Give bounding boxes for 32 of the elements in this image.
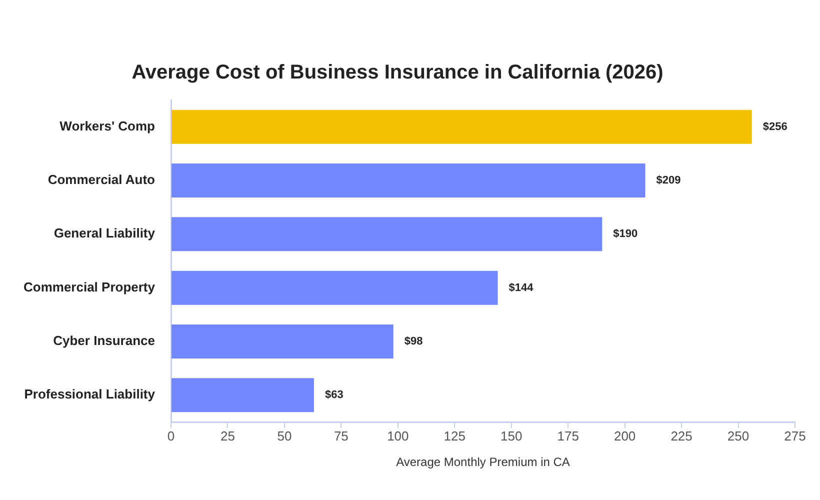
x-tick-label: 100 bbox=[387, 428, 409, 444]
x-tick-label: 75 bbox=[334, 428, 348, 444]
y-tick-label: General Liability bbox=[54, 226, 156, 241]
x-tick-label: 150 bbox=[500, 428, 522, 444]
x-tick-label: 200 bbox=[614, 428, 636, 444]
y-tick-label: Professional Liability bbox=[24, 386, 156, 402]
bar bbox=[172, 378, 314, 412]
bar bbox=[172, 164, 646, 198]
data-label: $144 bbox=[508, 282, 534, 294]
x-tick-label: 0 bbox=[167, 428, 175, 444]
x-tick-label: 50 bbox=[277, 428, 292, 444]
x-tick-label: 225 bbox=[670, 428, 692, 444]
x-tick-label: 175 bbox=[557, 428, 579, 444]
data-label: $209 bbox=[656, 174, 681, 187]
x-axis-title: Average Monthly Premium in CA bbox=[396, 455, 570, 470]
bar bbox=[172, 270, 498, 305]
x-tick-label: 275 bbox=[784, 428, 806, 444]
data-label: $98 bbox=[404, 336, 423, 348]
bar bbox=[172, 324, 394, 358]
data-label: $63 bbox=[324, 389, 344, 402]
data-label: $256 bbox=[762, 120, 788, 133]
data-label: $190 bbox=[613, 228, 638, 240]
x-tick-label: 250 bbox=[727, 428, 750, 444]
chart-title: Average Cost of Business Insurance in California (2026) bbox=[132, 62, 664, 84]
y-tick-label: Commercial Auto bbox=[48, 172, 156, 188]
bar bbox=[172, 217, 602, 252]
y-tick-label: Workers' Comp bbox=[60, 118, 156, 134]
bar bbox=[172, 110, 752, 144]
x-tick-label: 25 bbox=[220, 428, 235, 444]
y-tick-label: Cyber Insurance bbox=[53, 333, 155, 348]
x-tick-label: 125 bbox=[444, 428, 466, 444]
y-tick-label: Commercial Property bbox=[24, 279, 156, 294]
